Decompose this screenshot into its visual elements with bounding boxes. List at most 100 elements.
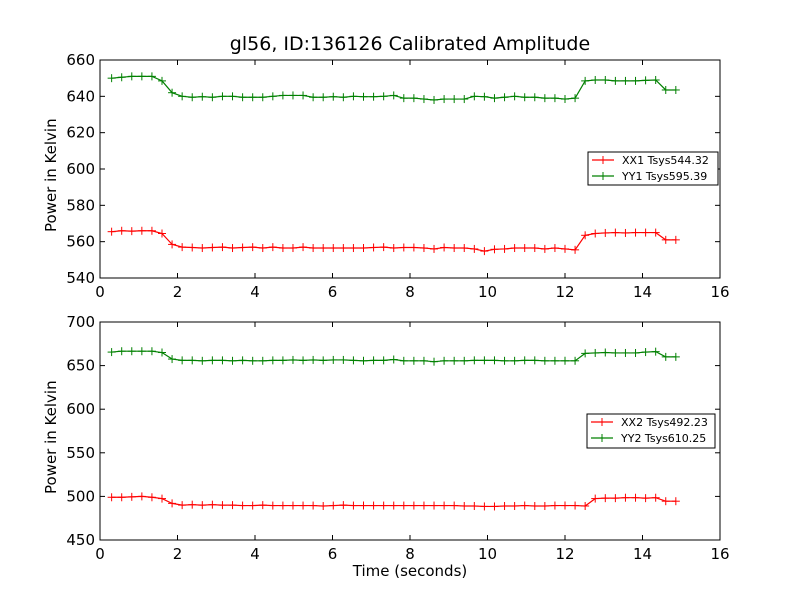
- data-point: [127, 72, 136, 81]
- data-point: [238, 356, 247, 365]
- data-point: [409, 94, 418, 103]
- data-point: [268, 356, 277, 365]
- data-point: [621, 228, 630, 237]
- data-point: [299, 356, 308, 365]
- data-point: [671, 497, 680, 506]
- data-point: [218, 243, 227, 252]
- data-point: [460, 501, 469, 510]
- data-point: [470, 356, 479, 365]
- data-point: [198, 244, 207, 253]
- data-point: [117, 226, 126, 235]
- data-point: [309, 355, 318, 364]
- data-point: [581, 76, 590, 85]
- data-point: [258, 244, 267, 253]
- data-point: [591, 494, 600, 503]
- data-point: [561, 244, 569, 253]
- data-point: [158, 229, 166, 238]
- data-point: [137, 226, 146, 235]
- x-tick-label: 2: [173, 283, 183, 301]
- data-point: [399, 356, 408, 365]
- legend-item: YY1 Tsys595.39: [592, 170, 707, 183]
- data-point: [419, 244, 428, 253]
- data-point: [258, 93, 267, 102]
- data-point: [178, 243, 187, 252]
- data-point: [198, 501, 207, 510]
- data-point: [611, 348, 620, 357]
- data-point: [419, 356, 428, 365]
- data-point: [379, 243, 388, 252]
- data-point: [389, 501, 398, 510]
- data-point: [520, 501, 529, 510]
- data-point: [107, 227, 116, 236]
- data-point: [409, 243, 418, 252]
- data-point: [228, 244, 237, 253]
- data-point: [379, 92, 388, 101]
- data-point: [258, 501, 267, 510]
- data-point: [278, 91, 287, 100]
- data-point: [208, 243, 217, 252]
- chart-panel-1: 0 2 4 6 8 10 12 14 16 540 560 580 600 620 640 660 XX1 Ts…: [66, 51, 729, 301]
- data-point: [581, 349, 590, 358]
- data-point: [480, 92, 489, 101]
- data-point: [571, 94, 580, 103]
- data-point: [218, 356, 227, 365]
- data-point: [409, 501, 418, 510]
- data-point: [218, 92, 227, 101]
- data-point: [168, 88, 177, 97]
- data-point: [591, 75, 600, 84]
- data-point: [359, 501, 368, 510]
- data-point: [430, 244, 439, 253]
- data-point: [158, 348, 166, 357]
- y-tick-label: 500: [66, 487, 95, 505]
- y-tick-label: 540: [66, 269, 95, 287]
- data-point: [188, 500, 197, 509]
- data-point: [228, 501, 237, 510]
- legend-label: XX1 Tsys544.32: [622, 154, 709, 167]
- data-point: [621, 76, 630, 85]
- data-point: [530, 356, 539, 365]
- data-point: [339, 244, 348, 253]
- data-point: [359, 244, 368, 253]
- data-point: [631, 228, 640, 237]
- data-point: [500, 244, 509, 253]
- data-point: [581, 501, 590, 510]
- data-point: [571, 356, 580, 365]
- data-point: [651, 75, 660, 84]
- data-point: [500, 356, 509, 365]
- data-point: [601, 228, 610, 237]
- data-point: [601, 494, 610, 503]
- legend-box: [587, 151, 719, 186]
- data-point: [571, 501, 580, 510]
- data-point: [419, 95, 428, 104]
- y-tick-label: 450: [66, 531, 95, 549]
- x-tick-label: 16: [710, 545, 729, 563]
- data-point: [238, 501, 247, 510]
- data-point: [288, 244, 297, 253]
- data-point: [208, 500, 217, 509]
- data-point: [470, 244, 479, 253]
- data-point: [611, 494, 620, 503]
- data-point: [591, 348, 600, 357]
- x-tick-label: 8: [405, 545, 415, 563]
- data-point: [389, 355, 398, 364]
- data-point: [540, 501, 549, 510]
- data-point: [208, 93, 217, 102]
- y-tick-label: 650: [66, 357, 95, 375]
- data-point: [389, 244, 398, 253]
- data-point: [641, 228, 650, 237]
- data-point: [470, 92, 479, 101]
- legend-label: XX2 Tsys492.23: [621, 416, 708, 429]
- data-point: [117, 73, 126, 82]
- data-point: [168, 499, 177, 508]
- data-point: [188, 243, 197, 252]
- data-point: [268, 92, 277, 101]
- y-tick-label: 580: [66, 196, 95, 214]
- data-point: [520, 356, 529, 365]
- data-point: [127, 492, 136, 501]
- data-point: [621, 348, 630, 357]
- y-tick-label: 700: [66, 313, 95, 331]
- data-point: [137, 492, 146, 501]
- x-tick-label: 4: [250, 283, 260, 301]
